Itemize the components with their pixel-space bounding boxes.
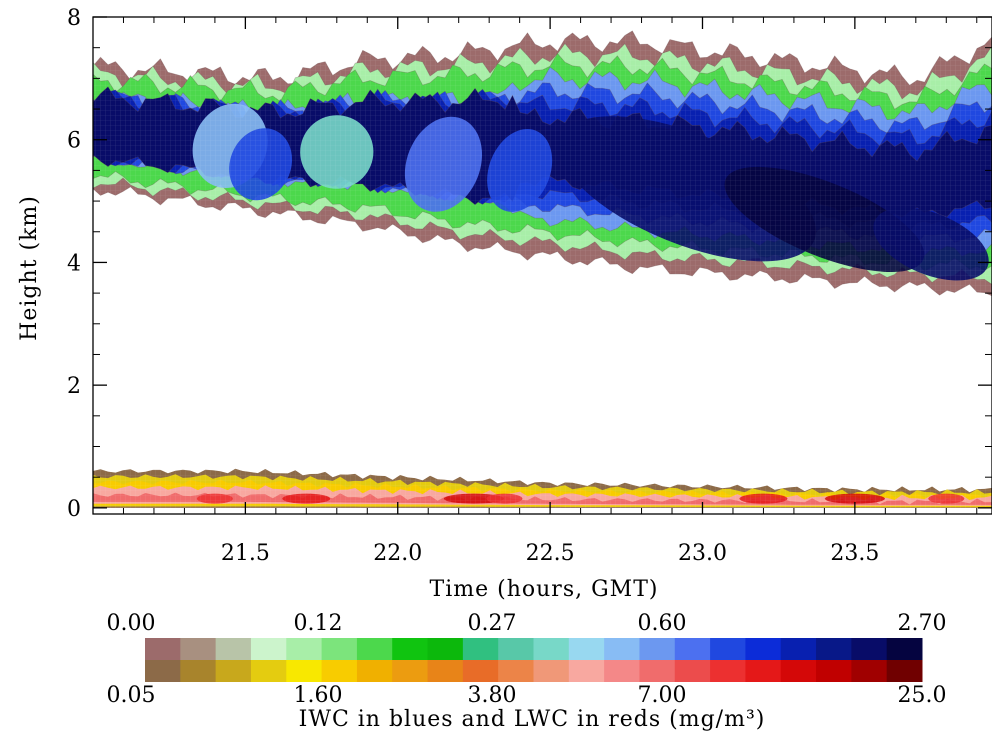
x-axis-title: Time (hours, GMT) <box>430 577 659 602</box>
lwc-color-swatch <box>215 660 252 682</box>
x-axis: 21.5 22.0 22.5 23.0 23.5 <box>122 17 978 566</box>
y-tick-label: 6 <box>67 129 81 154</box>
iwc-tick-label: 0.12 <box>294 611 343 636</box>
lwc-color-swatch <box>851 660 888 682</box>
lwc-color-swatch <box>533 660 570 682</box>
lwc-color-swatch <box>780 660 817 682</box>
iwc-color-swatch <box>674 638 711 660</box>
iwc-color-swatch <box>780 638 817 660</box>
iwc-color-swatch <box>215 638 252 660</box>
lwc-color-swatch <box>604 660 640 682</box>
iwc-tick-labels: 0.00 0.12 0.27 0.60 2.70 <box>107 611 947 636</box>
lwc-color-swatch <box>321 660 358 682</box>
y-tick-label: 2 <box>67 374 81 399</box>
iwc-color-swatch <box>886 638 923 660</box>
lwc-color-swatch <box>568 660 605 682</box>
iwc-color-swatch <box>851 638 888 660</box>
lwc-color-swatch <box>674 660 711 682</box>
contour-field <box>93 17 992 514</box>
y-axis-title: Height (km) <box>17 195 42 341</box>
x-tick-label: 22.5 <box>526 541 575 566</box>
plot-frame <box>92 16 992 515</box>
iwc-color-swatch <box>533 638 570 660</box>
lwc-color-swatch <box>710 660 746 682</box>
lwc-color-swatch <box>498 660 534 682</box>
y-axis: 0 2 4 6 8 <box>67 6 992 522</box>
lwc-tick-labels: 0.05 1.60 3.80 7.00 25.0 <box>107 683 947 708</box>
iwc-color-swatch <box>639 638 676 660</box>
y-tick-label: 8 <box>67 6 81 31</box>
lwc-tick-label: 0.05 <box>107 683 156 708</box>
lwc-color-swatch <box>356 660 393 682</box>
iwc-color-swatch <box>286 638 323 660</box>
y-tick-label: 0 <box>67 497 81 522</box>
iwc-color-swatch <box>392 638 429 660</box>
lwc-color-swatch <box>462 660 499 682</box>
iwc-tick-label: 0.00 <box>107 611 156 636</box>
iwc-color-swatch <box>710 638 746 660</box>
lwc-color-swatch <box>286 660 323 682</box>
lwc-tick-label: 3.80 <box>468 683 517 708</box>
iwc-tick-label: 0.27 <box>468 611 517 636</box>
lwc-color-swatch <box>427 660 464 682</box>
lwc-color-swatch <box>392 660 429 682</box>
lwc-color-swatch <box>180 660 217 682</box>
lwc-color-swatch <box>250 660 287 682</box>
lwc-color-swatch <box>745 660 782 682</box>
iwc-color-swatch <box>356 638 393 660</box>
x-tick-label: 22.0 <box>373 541 422 566</box>
iwc-color-swatch <box>604 638 640 660</box>
lwc-color-swatch <box>886 660 923 682</box>
iwc-color-swatch <box>816 638 852 660</box>
data-grid-texture <box>93 17 992 514</box>
x-tick-label: 23.5 <box>830 541 879 566</box>
lwc-color-swatch <box>816 660 852 682</box>
lwc-tick-label: 1.60 <box>294 683 343 708</box>
iwc-color-swatch <box>427 638 464 660</box>
lwc-tick-label: 7.00 <box>638 683 687 708</box>
y-tick-label: 4 <box>67 251 81 276</box>
iwc-color-swatch <box>180 638 217 660</box>
iwc-tick-label: 0.60 <box>638 611 687 636</box>
iwc-color-swatch <box>462 638 499 660</box>
iwc-color-swatch <box>568 638 605 660</box>
iwc-color-swatch <box>498 638 534 660</box>
iwc-color-swatch <box>745 638 782 660</box>
lwc-tick-label: 25.0 <box>898 683 947 708</box>
iwc-color-swatch <box>145 638 181 660</box>
x-tick-label: 23.0 <box>678 541 727 566</box>
iwc-tick-label: 2.70 <box>898 611 947 636</box>
colorbar <box>145 638 923 682</box>
x-tick-label: 21.5 <box>221 541 270 566</box>
iwc-color-swatch <box>321 638 358 660</box>
colorbar-title: IWC in blues and LWC in reds (mg/m³) <box>299 707 766 732</box>
lwc-color-swatch <box>639 660 676 682</box>
iwc-color-swatch <box>250 638 287 660</box>
lwc-color-swatch <box>145 660 181 682</box>
